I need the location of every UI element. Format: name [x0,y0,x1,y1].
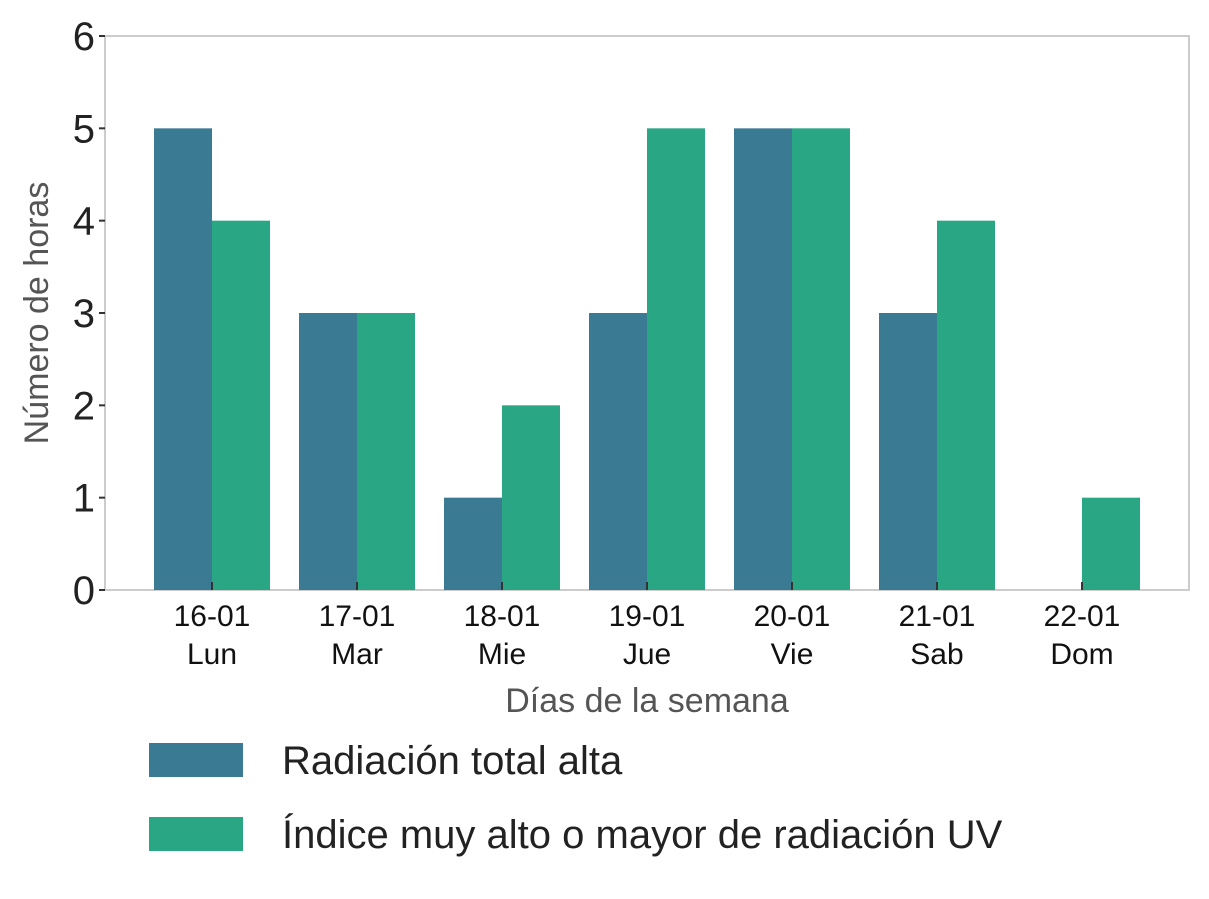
x-tick-label-day: Jue [623,638,671,671]
bar-indice-uv-17-01 [357,313,415,590]
legend-swatch-indice-uv [149,817,243,851]
bar-radiacion-total-18-01 [444,497,502,590]
x-tick-label-day: Mie [478,638,526,671]
y-tick-label: 6 [73,15,95,59]
y-tick-label: 4 [73,200,95,244]
x-tick-label-date: 21-01 [899,600,976,633]
x-tick-label-day: Lun [187,638,237,671]
x-tick-label-date: 18-01 [464,600,541,633]
legend-label-radiacion-total: Radiación total alta [282,739,623,783]
bar-radiacion-total-16-01 [154,128,212,591]
x-axis: 16-01 Lun 17-01 Mar 18-01 Mie 19-01 Jue 20-01 Vie… [174,582,1121,671]
x-tick-label-day: Dom [1050,638,1113,671]
bar-indice-uv-21-01 [937,220,995,590]
y-tick-label: 3 [73,292,95,336]
bar-radiacion-total-21-01 [879,313,937,590]
legend: Radiación total alta Índice muy alto o ma… [149,739,1003,857]
y-tick-label: 2 [73,384,95,428]
x-tick-label-day: Vie [771,638,814,671]
y-tick-label: 5 [73,107,95,151]
x-tick-label-date: 17-01 [319,600,396,633]
x-tick-label-date: 20-01 [754,600,831,633]
bars-group [154,128,1140,591]
bar-indice-uv-19-01 [647,128,705,591]
x-tick-label-day: Mar [331,638,383,671]
x-tick-label-date: 19-01 [609,600,686,633]
bar-radiacion-total-19-01 [589,313,647,590]
x-tick-label-day: Sab [910,638,963,671]
bar-indice-uv-16-01 [212,220,270,590]
y-tick-label: 1 [73,477,95,521]
bar-indice-uv-18-01 [502,405,560,590]
y-axis-label: Número de horas [18,182,56,445]
bar-indice-uv-20-01 [792,128,850,591]
bar-indice-uv-22-01 [1082,497,1140,590]
x-tick-label-date: 16-01 [174,600,251,633]
y-axis: 0 1 2 3 4 5 6 [73,15,105,613]
legend-swatch-radiacion-total [149,743,243,777]
x-tick-label-date: 22-01 [1044,600,1121,633]
x-axis-label: Días de la semana [505,682,789,720]
bar-radiacion-total-17-01 [299,313,357,590]
y-tick-label: 0 [73,569,95,613]
bar-radiacion-total-20-01 [734,128,792,591]
legend-label-indice-uv: Índice muy alto o mayor de radiación UV [282,812,1003,857]
